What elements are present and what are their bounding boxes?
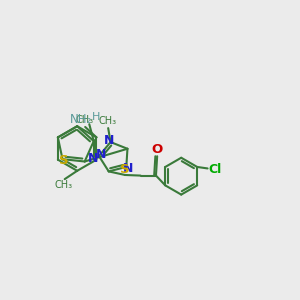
Text: N: N — [123, 162, 133, 175]
Text: Cl: Cl — [209, 163, 222, 176]
Text: N: N — [96, 148, 106, 161]
Text: N: N — [103, 134, 114, 147]
Text: NH₂: NH₂ — [70, 112, 92, 126]
Text: S: S — [59, 154, 69, 167]
Text: CH₃: CH₃ — [54, 180, 72, 190]
Text: O: O — [152, 143, 163, 156]
Text: S: S — [120, 163, 130, 176]
Text: CH₃: CH₃ — [98, 116, 117, 126]
Text: H: H — [92, 112, 100, 122]
Text: N: N — [88, 152, 98, 165]
Text: CH₃: CH₃ — [76, 116, 94, 125]
